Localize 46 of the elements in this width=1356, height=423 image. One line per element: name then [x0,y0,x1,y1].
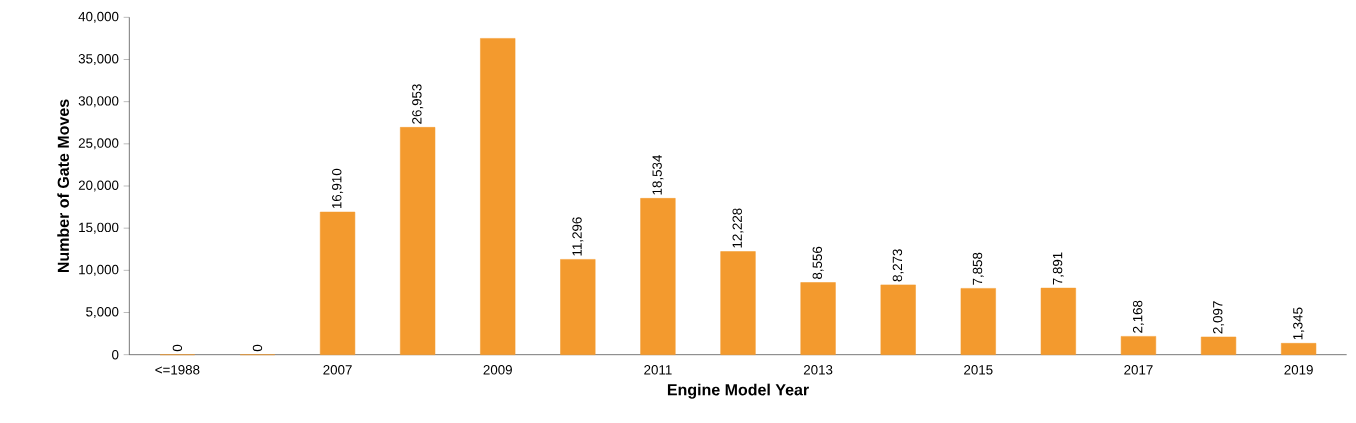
y-tick-label: 5,000 [86,307,119,319]
x-tick-label: 2009 [483,365,512,375]
x-axis-title: Engine Model Year [667,383,809,399]
data-label: 7,891 [1052,252,1064,285]
x-tick-label: 2007 [323,365,352,375]
y-axis-title: Number of Gate Moves [57,99,69,273]
bar [720,251,756,356]
x-tick-label: <=1988 [155,365,200,375]
y-tick-label: 20,000 [78,180,119,192]
bar [1040,288,1076,356]
x-tick-label: 2017 [1124,365,1153,375]
bar [400,127,436,356]
x-tick-label: 2015 [964,365,993,375]
bar [1120,336,1157,356]
data-label: 2,097 [1213,301,1225,334]
bar [960,288,996,356]
data-label: 11,296 [572,217,584,256]
y-tick-label: 35,000 [78,54,119,66]
y-tick-label: 40,000 [78,11,119,24]
x-tick-label: 2019 [1284,365,1313,375]
data-label: 18,534 [652,155,664,195]
bar [1281,343,1317,356]
x-tick-label: 2013 [803,365,833,375]
y-tick-label: 30,000 [78,96,119,108]
x-tick-label: 2011 [644,365,672,375]
bar [560,259,596,356]
y-tick-label: 25,000 [78,138,119,150]
data-label: 2,168 [1132,300,1144,333]
bar [640,198,676,356]
data-label: 0 [252,344,263,352]
data-label: 8,273 [892,249,904,282]
data-label: 26,953 [412,84,424,124]
bar [480,38,516,356]
data-label: 12,228 [732,208,744,248]
bar [800,282,836,356]
y-tick-label: 0 [112,350,119,360]
y-tick-label: 10,000 [79,264,119,277]
bar [880,284,916,356]
data-label: 7,858 [972,252,984,285]
bar [1200,336,1237,356]
data-label: 8,556 [812,246,824,280]
bar [319,211,356,356]
data-label: 16,910 [332,169,344,209]
y-tick-label: 15,000 [79,222,119,234]
data-label: 1,345 [1293,307,1305,340]
data-label: 0 [172,344,183,352]
